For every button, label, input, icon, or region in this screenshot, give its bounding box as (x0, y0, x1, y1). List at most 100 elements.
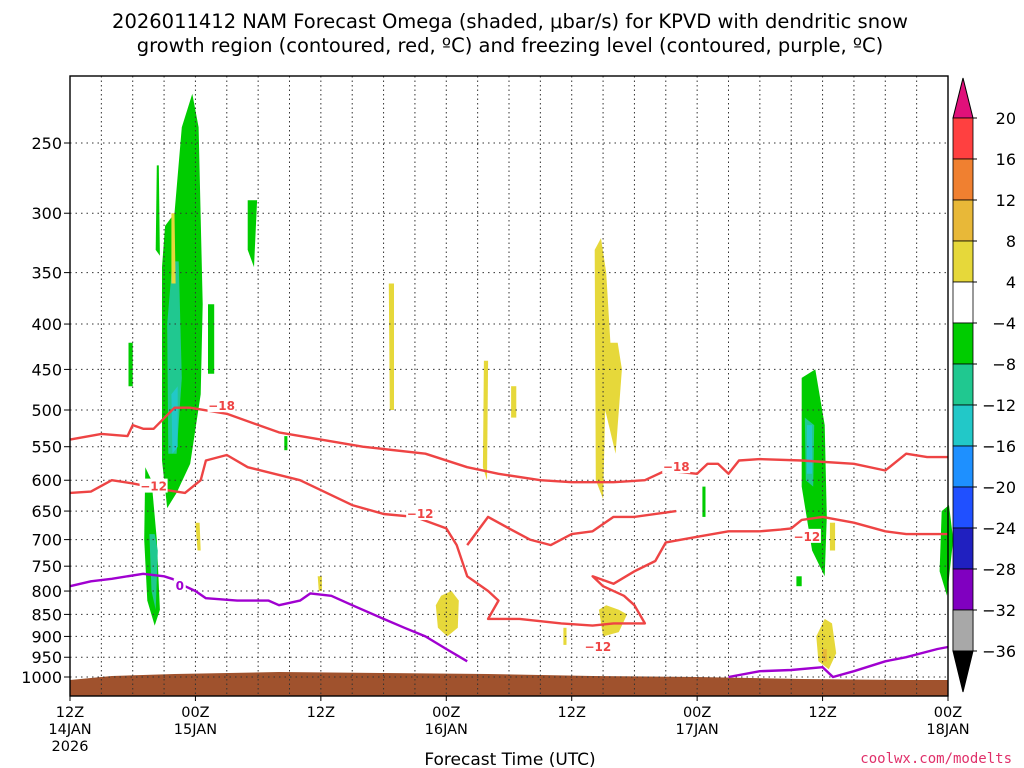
colorbar-swatch (952, 527, 974, 570)
y-tick-label: 300 (31, 204, 62, 223)
plot-border (69, 75, 949, 697)
omega-shaded-regions (128, 93, 954, 670)
colorbar-label: 8 (1006, 232, 1016, 251)
x-tick-label: 15JAN (174, 722, 217, 738)
omega-region (195, 522, 201, 551)
contour-label-bg (583, 638, 612, 653)
omega-region (317, 576, 322, 591)
contour-label-bg (207, 398, 236, 413)
x-tick-label: 00Z (934, 705, 962, 721)
x-tick-label: 12Z (307, 705, 335, 721)
x-axis-label: Forecast Time (UTC) (424, 750, 595, 768)
colorbar-swatch (952, 240, 974, 283)
y-tick-label: 600 (31, 471, 62, 490)
colorbar-label: 4 (1006, 273, 1016, 292)
omega-region (208, 304, 215, 374)
freezing-level-0 (69, 572, 468, 663)
y-tick-label: 900 (31, 627, 62, 646)
x-tick-label: 00Z (181, 705, 209, 721)
colorbar-label: −12 (982, 396, 1016, 415)
omega-region (284, 436, 288, 451)
omega-region (128, 342, 133, 387)
contour-label: −12 (407, 507, 434, 521)
dgz-bottom-minus12 (69, 453, 948, 627)
x-tick-label: 18JAN (926, 722, 969, 738)
plot-frame (69, 75, 949, 697)
y-tick-label: 950 (31, 648, 62, 667)
colorbar-swatch (952, 117, 974, 160)
omega-region (563, 627, 567, 645)
colorbar-label: −36 (982, 642, 1016, 661)
colorbar-swatch (952, 445, 974, 488)
x-tick-label: 12Z (808, 705, 836, 721)
omega-region (806, 425, 813, 474)
contour-label: −12 (140, 480, 167, 494)
y-tick-label: 850 (31, 605, 62, 624)
y-axis-pressure: 250 300 350 400 450 500 550 600 650 700 750 800 850 9… (21, 134, 70, 687)
temperature-contours: −18 −18 −12 −12 −12 −12 0 (69, 398, 949, 679)
colorbar-label: −32 (982, 601, 1016, 620)
colorbar-top-arrow (952, 77, 974, 119)
contour-label: −18 (208, 399, 235, 413)
y-tick-label: 1000 (21, 668, 62, 687)
y-tick-label: 400 (31, 315, 62, 334)
colorbar-swatch-last (952, 609, 974, 652)
y-tick-label: 650 (31, 502, 62, 521)
contour-label-bg (662, 459, 691, 474)
x-tick-label: 12Z (56, 705, 84, 721)
x-tick-label: 2026 (52, 739, 89, 755)
colorbar-label: −28 (982, 560, 1016, 579)
omega-region (939, 505, 954, 596)
chart-title-line-1: 2026011412 NAM Forecast Omega (shaded, μ… (112, 10, 908, 33)
omega-colorbar: 20 16 12 8 4 −4 −8 −12 −16 −20 −24 −28 −32 −36 (952, 77, 1016, 693)
contour-label: 0 (176, 579, 184, 593)
omega-region (511, 386, 517, 418)
omega-region (171, 386, 178, 454)
omega-region (247, 200, 258, 268)
dgz-top-minus18 (69, 406, 948, 484)
y-tick-label: 700 (31, 531, 62, 550)
omega-region (171, 213, 176, 284)
colorbar-label: −20 (982, 478, 1016, 497)
omega-region (482, 360, 489, 481)
y-tick-label: 750 (31, 557, 62, 576)
contour-label-bg (792, 528, 821, 543)
y-tick-label: 450 (31, 360, 62, 379)
omega-region (167, 261, 182, 454)
omega-region (816, 618, 837, 670)
omega-region (435, 591, 459, 637)
x-tick-label: 12Z (558, 705, 586, 721)
colorbar-label: −4 (992, 314, 1016, 333)
omega-region (702, 486, 706, 517)
omega-region (822, 649, 827, 662)
x-tick-label: 16JAN (425, 722, 468, 738)
credit-link[interactable]: coolwx.com/modelts (860, 751, 1012, 767)
contour-label-bg (173, 578, 186, 593)
contour-label-bg (139, 478, 168, 493)
colorbar-label: −8 (992, 355, 1016, 374)
colorbar-label: −24 (982, 519, 1016, 538)
omega-region (598, 605, 628, 637)
colorbar-swatch (952, 199, 974, 242)
colorbar-swatch (952, 404, 974, 447)
colorbar-swatch (952, 158, 974, 201)
contour-label: −12 (584, 640, 611, 654)
omega-region (594, 238, 622, 499)
y-tick-label: 550 (31, 438, 62, 457)
colorbar-label: 16 (996, 150, 1016, 169)
omega-region (155, 165, 160, 256)
contour-label: −12 (794, 530, 821, 544)
x-tick-label: 17JAN (676, 722, 719, 738)
colorbar-label: 12 (996, 191, 1016, 210)
contour-label: −18 (663, 460, 690, 474)
colorbar-swatch (952, 568, 974, 611)
omega-region (149, 534, 158, 610)
omega-region (796, 576, 802, 587)
y-tick-label: 800 (31, 582, 62, 601)
y-tick-label: 350 (31, 264, 62, 283)
x-tick-label: 00Z (432, 705, 460, 721)
y-tick-label: 500 (31, 401, 62, 420)
dgz-bottom-segment-b (466, 509, 677, 547)
chart-title-line-2: growth region (contoured, red, ºC) and f… (137, 34, 884, 57)
